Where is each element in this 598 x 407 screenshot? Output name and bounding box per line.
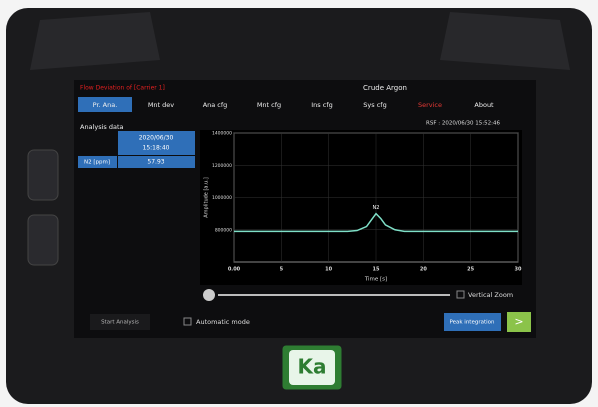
tab-bg — [78, 97, 132, 112]
auto-label: Automatic mode — [196, 318, 250, 326]
x-tick-label: 5 — [280, 267, 284, 273]
x-tick-label: 0.00 — [228, 267, 241, 273]
warning: Flow Deviation of [Carrier 1] — [80, 85, 165, 92]
tab-label: Ana cfg — [203, 101, 228, 109]
bezel-facet — [440, 12, 570, 70]
tab[interactable]: Ana cfg — [203, 101, 228, 109]
bezel-facet — [30, 12, 160, 70]
y-tick-label: 800000 — [215, 227, 232, 233]
zoom-checkbox[interactable] — [456, 290, 465, 299]
date-cell — [118, 131, 195, 155]
peak-annotation: N2 — [373, 205, 380, 211]
x-tick-label: 30 — [515, 267, 522, 273]
tab[interactable]: Mnt cfg — [257, 101, 281, 109]
y-tick-label: 1000000 — [212, 195, 232, 201]
tab[interactable]: About — [474, 101, 494, 109]
y-axis-label: Amplitude [a.u.] — [204, 177, 210, 218]
peak-label: Peak integration — [449, 320, 495, 326]
label-cell — [78, 156, 117, 168]
tab-label: About — [474, 101, 494, 109]
analysis-value: 57.93 — [147, 159, 164, 166]
logo-inner — [289, 350, 335, 385]
start-button[interactable] — [90, 314, 150, 330]
side-port — [27, 214, 59, 266]
analysis-label: N2 [ppm] — [84, 160, 110, 166]
timestamp: RSF : 2020/06/30 15:52:46 — [426, 121, 500, 127]
tab-label: Ins cfg — [311, 101, 332, 109]
tab-label: Sys cfg — [363, 101, 386, 109]
line-series — [234, 212, 518, 233]
zoom-label: Vertical Zoom — [468, 291, 513, 299]
x-tick-label: 25 — [467, 267, 474, 273]
tab[interactable]: Sys cfg — [363, 101, 386, 109]
tab-label: Mnt cfg — [257, 101, 281, 109]
analysis-title: Analysis data — [80, 123, 124, 131]
start-label: Start Analysis — [101, 320, 139, 326]
tab[interactable]: Ins cfg — [311, 101, 332, 109]
logo: Ka — [298, 355, 327, 379]
tab[interactable]: Pr. Ana. — [78, 97, 132, 112]
y-tick-label: 1200000 — [212, 163, 232, 169]
value-cell — [118, 156, 195, 168]
slider-handle[interactable] — [203, 289, 215, 301]
tab-label: Service — [418, 101, 442, 109]
next-label: > — [514, 315, 523, 328]
tab-label: Mnt dev — [148, 101, 174, 109]
date: 2020/06/30 — [139, 135, 174, 142]
screen-title: Crude Argon — [363, 84, 407, 92]
auto-checkbox[interactable] — [183, 317, 192, 326]
x-tick-label: 15 — [373, 267, 380, 273]
chart: 800000 1000000 1200000 1400000 0.00 5 10 15 20 25… — [204, 131, 522, 283]
tab[interactable]: Mnt dev — [148, 101, 174, 109]
side-port — [27, 149, 59, 201]
tab-bar: Pr. Ana. Mnt dev Ana cfg Mnt cfg Ins cfg Sys … — [78, 97, 494, 112]
y-tick-label: 1400000 — [212, 131, 232, 137]
time: 15:18:40 — [143, 145, 170, 152]
tab-label: Pr. Ana. — [93, 101, 118, 109]
x-axis-label: Time [s] — [364, 277, 387, 283]
x-tick-label: 20 — [420, 267, 427, 273]
x-tick-label: 10 — [325, 267, 332, 273]
tab[interactable]: Service — [418, 101, 442, 109]
next-button[interactable] — [507, 312, 531, 332]
peak-button[interactable] — [444, 313, 501, 331]
